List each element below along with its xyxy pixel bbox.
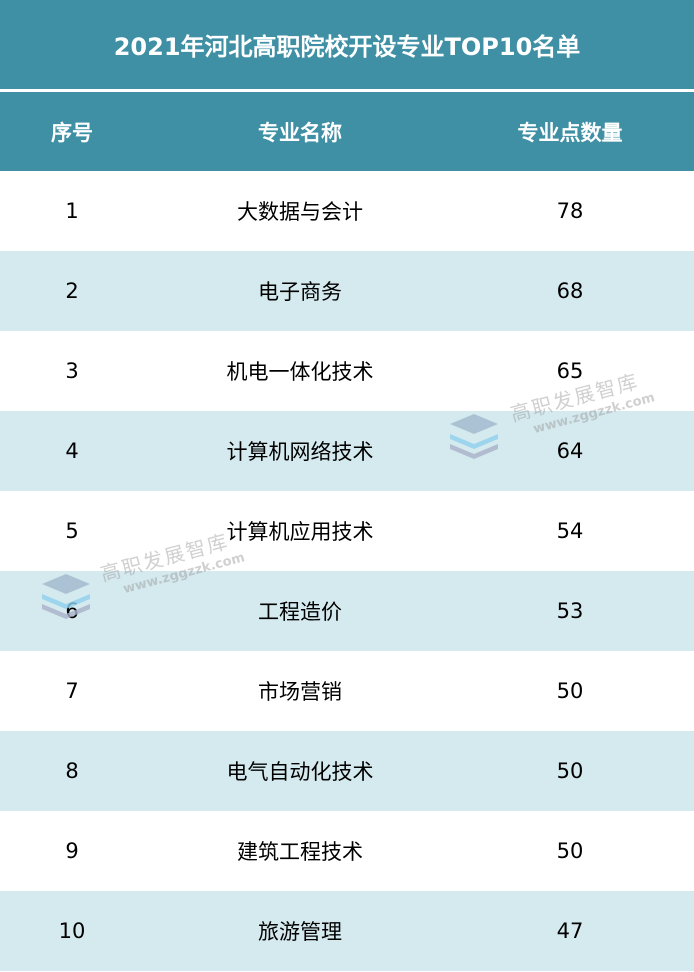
cell-count: 47 — [556, 919, 584, 943]
cell-count: 54 — [556, 519, 584, 543]
table-row: 1 大数据与会计 78 — [0, 171, 694, 251]
cell-count: 53 — [556, 599, 584, 623]
cell-rank: 3 — [65, 359, 79, 383]
table-row: 8 电气自动化技术 50 — [0, 731, 694, 811]
cell-major: 机电一体化技术 — [226, 360, 374, 384]
cell-major: 工程造价 — [258, 600, 342, 624]
header-count: 专业点数量 — [517, 120, 623, 145]
cell-count: 50 — [556, 679, 584, 703]
cell-rank: 5 — [65, 519, 79, 543]
box-logo-icon — [450, 414, 498, 459]
cell-major: 市场营销 — [258, 680, 342, 704]
table-header: 序号 专业名称 专业点数量 — [0, 92, 694, 171]
table-row: 7 市场营销 50 — [0, 651, 694, 731]
table-row: 5 计算机应用技术 54 — [0, 491, 694, 571]
cell-count: 65 — [556, 359, 584, 383]
cell-major: 电气自动化技术 — [226, 760, 374, 784]
cell-rank: 7 — [65, 679, 79, 703]
header-major: 专业名称 — [258, 120, 342, 145]
cell-count: 50 — [556, 759, 584, 783]
cell-major: 建筑工程技术 — [237, 840, 363, 864]
cell-count: 68 — [556, 279, 584, 303]
cell-rank: 1 — [65, 199, 79, 223]
table-row: 10 旅游管理 47 — [0, 891, 694, 971]
cell-major: 旅游管理 — [258, 920, 342, 944]
box-logo-icon — [42, 574, 90, 619]
cell-rank: 2 — [65, 279, 79, 303]
table-row: 4 计算机网络技术 64 — [0, 411, 694, 491]
cell-count: 78 — [556, 199, 584, 223]
cell-rank: 4 — [65, 439, 79, 463]
table-row: 2 电子商务 68 — [0, 251, 694, 331]
cell-rank: 10 — [58, 919, 86, 943]
cell-rank: 8 — [65, 759, 79, 783]
cell-count: 64 — [556, 439, 584, 463]
table-title: 2021年河北高职院校开设专业TOP10名单 — [0, 0, 694, 89]
table-row: 3 机电一体化技术 65 — [0, 331, 694, 411]
header-rank: 序号 — [51, 120, 93, 145]
cell-major: 计算机网络技术 — [226, 440, 374, 464]
cell-major: 电子商务 — [258, 280, 342, 304]
table-row: 6 工程造价 53 — [0, 571, 694, 651]
table-row: 9 建筑工程技术 50 — [0, 811, 694, 891]
cell-major: 大数据与会计 — [237, 200, 363, 224]
cell-rank: 9 — [65, 839, 79, 863]
cell-count: 50 — [556, 839, 584, 863]
cell-major: 计算机应用技术 — [226, 520, 374, 544]
